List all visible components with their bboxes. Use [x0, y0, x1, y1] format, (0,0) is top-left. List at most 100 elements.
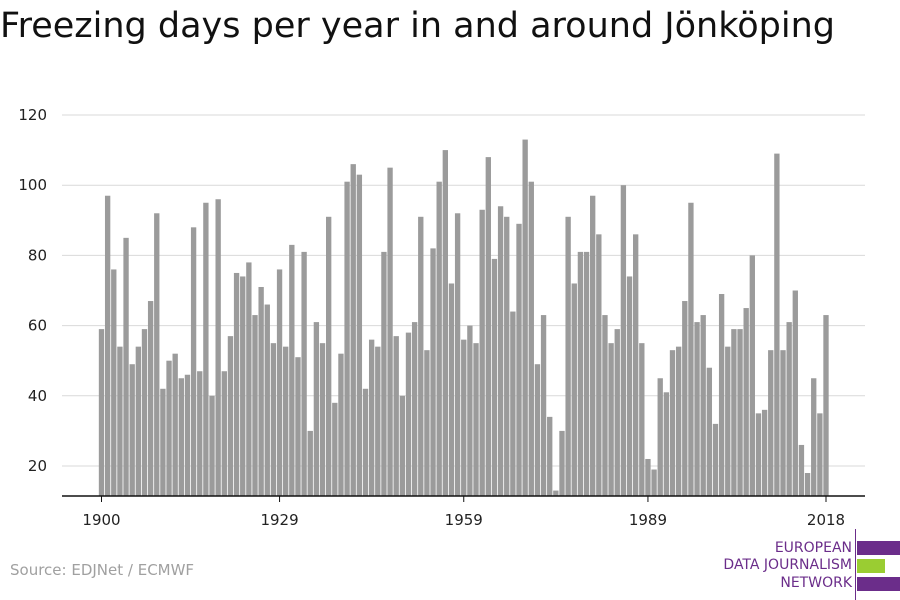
- x-tick-label: 1929: [260, 511, 298, 529]
- bar: [682, 301, 688, 496]
- bar: [731, 329, 737, 496]
- bar: [276, 269, 283, 496]
- bar: [718, 294, 725, 496]
- bars: [98, 139, 829, 497]
- bar: [98, 329, 105, 496]
- bar: [467, 325, 473, 496]
- logo-bar-green: [857, 559, 885, 573]
- bar: [700, 315, 706, 496]
- bar: [172, 353, 178, 496]
- bar: [583, 251, 590, 496]
- bar: [497, 206, 504, 496]
- bar: [307, 430, 313, 496]
- logo-text-line-1: EUROPEAN: [774, 540, 852, 556]
- bar: [768, 350, 774, 496]
- bar: [817, 413, 823, 496]
- bar: [160, 388, 166, 496]
- bar: [123, 237, 129, 496]
- bar: [553, 490, 559, 496]
- bar: [240, 276, 246, 496]
- bar: [258, 286, 264, 496]
- bar: [792, 290, 798, 496]
- bar: [639, 343, 645, 496]
- bar: [319, 343, 326, 496]
- bar: [577, 251, 584, 496]
- bar: [786, 322, 792, 496]
- bar: [375, 346, 381, 496]
- bar: [313, 322, 320, 496]
- bar: [197, 371, 203, 496]
- bar: [356, 174, 363, 497]
- bar: [559, 430, 565, 496]
- logo-text-line-2: DATA JOURNALISM: [723, 557, 852, 573]
- bar: [154, 213, 160, 496]
- bar: [534, 364, 541, 496]
- source-note: Source: EDJNet / ECMWF: [10, 561, 195, 579]
- bar: [252, 315, 258, 496]
- bar: [516, 223, 522, 496]
- bar: [694, 322, 700, 496]
- bar: [295, 357, 301, 496]
- y-tick-label: 100: [18, 176, 47, 194]
- bar: [289, 244, 295, 496]
- bar: [473, 343, 479, 496]
- bar: [675, 346, 682, 496]
- axes: 20 40 60 80 100 120 1900 1929 1959 1989 2018: [18, 106, 865, 529]
- bar: [424, 350, 430, 496]
- bar: [547, 416, 553, 496]
- bar: [688, 202, 694, 496]
- bar: [405, 332, 412, 496]
- bar: [418, 216, 424, 497]
- logo-bar-purple-bottom: [857, 577, 900, 591]
- bar: [387, 167, 393, 496]
- bar: [780, 350, 786, 496]
- bar: [104, 195, 111, 497]
- bar: [620, 185, 627, 496]
- y-tick-label: 20: [28, 457, 47, 475]
- y-tick-label: 120: [18, 106, 47, 124]
- bar: [626, 276, 633, 496]
- bar: [663, 392, 670, 496]
- bar: [504, 216, 510, 497]
- bar: [135, 346, 142, 496]
- bar: [485, 157, 491, 496]
- y-tick-label: 60: [28, 317, 47, 335]
- bar: [657, 378, 663, 496]
- x-tick-label: 1900: [82, 511, 120, 529]
- logo-text-line-3: NETWORK: [780, 575, 852, 591]
- bar: [811, 378, 817, 496]
- bar: [215, 199, 221, 497]
- logo-divider: [855, 529, 856, 600]
- y-tick-label: 40: [28, 387, 47, 405]
- chart-title: Freezing days per year in and around Jön…: [0, 6, 835, 46]
- bar: [362, 388, 369, 496]
- x-tick-label: 1959: [445, 511, 483, 529]
- bar: [596, 234, 602, 496]
- bar: [141, 329, 148, 496]
- bar: [442, 150, 448, 496]
- bar: [393, 336, 399, 496]
- bar: [755, 413, 762, 496]
- bar: [283, 346, 289, 496]
- bar: [399, 395, 406, 496]
- bar: [774, 153, 780, 497]
- bar: [522, 139, 528, 496]
- bar: [651, 469, 657, 496]
- bar: [270, 343, 277, 496]
- bar: [608, 343, 614, 496]
- x-tick-label: 1989: [629, 511, 667, 529]
- bar: [233, 272, 240, 496]
- bar: [227, 336, 234, 496]
- bar: [540, 315, 547, 496]
- bar: [301, 251, 307, 496]
- bar: [178, 378, 184, 496]
- bar: [725, 346, 731, 496]
- bar: [706, 367, 713, 496]
- bar: [338, 353, 344, 496]
- bar: [381, 251, 387, 496]
- y-tick-label: 80: [28, 246, 47, 264]
- bar: [454, 213, 461, 496]
- bar: [491, 258, 498, 496]
- bar: [209, 395, 215, 496]
- bar: [823, 315, 829, 496]
